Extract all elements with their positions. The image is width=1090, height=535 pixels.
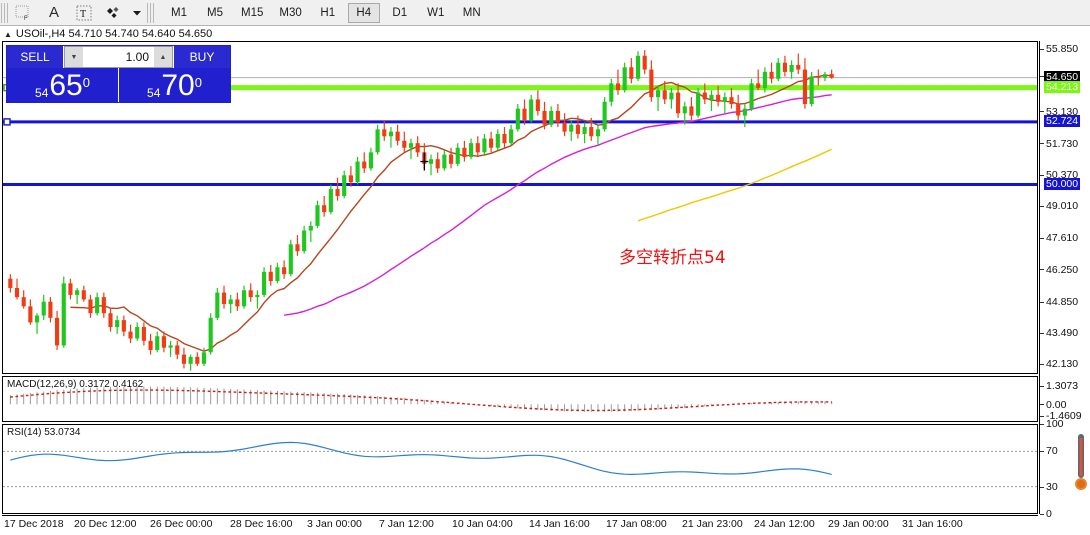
- toolbar: F A T M1 M5 M15 M30 H1 H4 D1 W1 MN: [0, 0, 1090, 26]
- timeframe-h1[interactable]: H1: [320, 6, 336, 19]
- timeframe-d1[interactable]: D1: [392, 6, 408, 19]
- price-tick: 49.010: [1040, 200, 1078, 212]
- volume-increment-icon[interactable]: ▲: [154, 47, 172, 67]
- toolbar-separator: [147, 2, 155, 23]
- price-chart-svg: [3, 50, 1037, 371]
- time-tick-label: 28 Dec 16:00: [230, 518, 293, 530]
- time-tick-label: 17 Jan 08:00: [606, 518, 667, 530]
- trade-panel-prices: 54 65 0 54 70 0: [7, 68, 230, 102]
- timeframe-w1[interactable]: W1: [427, 6, 445, 19]
- objects-icon[interactable]: [100, 2, 128, 24]
- macd-indicator-pane[interactable]: MACD(12,26,9) 0.3172 0.4162: [2, 376, 1038, 422]
- price-tick: 46.250: [1040, 264, 1078, 276]
- symbol-quote-text: USOil-,H4 54.710 54.740 54.640 54.650: [15, 28, 213, 40]
- timeframe-m1[interactable]: M1: [171, 6, 187, 19]
- one-click-trading-panel[interactable]: SELL ▼ 1.00 ▲ BUY 54 65 0 54 70 0: [6, 45, 231, 103]
- text-box-icon[interactable]: T: [70, 2, 98, 24]
- macd-label: MACD(12,26,9) 0.3172 0.4162: [7, 379, 144, 390]
- macd-tick: 0.00: [1040, 399, 1066, 411]
- price-tick: 53.130: [1040, 106, 1078, 118]
- crosshair-icon[interactable]: F: [10, 2, 38, 24]
- sell-price-main: 65: [49, 69, 83, 102]
- buy-price-fraction: 0: [194, 75, 202, 90]
- buy-price-leading: 54: [147, 86, 161, 100]
- current-price-badge[interactable]: 54.650: [1044, 70, 1081, 83]
- macd-chart-svg: [9, 386, 833, 412]
- volume-stepper[interactable]: ▼ 1.00 ▲: [64, 46, 173, 68]
- time-tick-label: 21 Jan 23:00: [682, 518, 743, 530]
- sell-price-leading: 54: [35, 86, 49, 100]
- time-tick-label: 7 Jan 12:00: [379, 518, 434, 530]
- volume-decrement-icon[interactable]: ▼: [65, 47, 83, 67]
- macd-tick: -1.4609: [1040, 410, 1082, 422]
- timeframe-group: M1 M5 M15 M30 H1 H4 D1 W1 MN: [161, 2, 490, 23]
- trade-panel-top-row: SELL ▼ 1.00 ▲ BUY: [7, 46, 230, 68]
- thermometer-icon: [1074, 432, 1088, 494]
- timeframe-m15[interactable]: M15: [241, 6, 264, 19]
- buy-price-display[interactable]: 54 70 0: [118, 68, 230, 102]
- blue-level-badge-1[interactable]: 52.724: [1044, 114, 1081, 127]
- time-tick-label: 24 Jan 12:00: [754, 518, 815, 530]
- green-level-badge[interactable]: 54.213: [1044, 80, 1081, 93]
- time-tick-label: 29 Jan 00:00: [828, 518, 889, 530]
- symbol-info-bar: ▲ USOil-,H4 54.710 54.740 54.640 54.650: [0, 27, 1090, 41]
- timeframe-mn[interactable]: MN: [462, 6, 481, 19]
- time-tick-label: 3 Jan 00:00: [307, 518, 362, 530]
- macd-tick: 1.3073: [1040, 380, 1078, 392]
- price-tick: 55.850: [1040, 43, 1078, 55]
- price-tick: 47.610: [1040, 232, 1078, 244]
- sell-price-display[interactable]: 54 65 0: [7, 68, 118, 102]
- time-tick-label: 14 Jan 16:00: [529, 518, 590, 530]
- timeframe-h4[interactable]: H4: [347, 2, 380, 23]
- text-label-icon[interactable]: A: [48, 4, 59, 21]
- sell-price-fraction: 0: [82, 75, 90, 90]
- timeframe-m30[interactable]: M30: [279, 6, 302, 19]
- chart-annotation-text: 多空转折点54: [619, 248, 726, 268]
- time-tick-label: 20 Dec 12:00: [74, 518, 137, 530]
- collapse-triangle-icon[interactable]: ▲: [4, 29, 12, 39]
- sell-button[interactable]: SELL: [7, 46, 63, 68]
- time-tick-label: 10 Jan 04:00: [452, 518, 513, 530]
- chevron-down-icon[interactable]: [130, 2, 144, 24]
- rsi-chart-svg: [3, 441, 1037, 488]
- buy-button[interactable]: BUY: [174, 46, 230, 68]
- price-tick: 42.130: [1040, 358, 1078, 370]
- time-tick-label: 17 Dec 2018: [4, 518, 64, 530]
- rsi-tick: 100: [1040, 418, 1064, 430]
- rsi-tick: 0: [1040, 508, 1052, 520]
- price-tick: 43.490: [1040, 327, 1078, 339]
- rsi-indicator-pane[interactable]: RSI(14) 53.0734: [2, 424, 1038, 514]
- time-tick-label: 26 Dec 00:00: [150, 518, 213, 530]
- svg-text:T: T: [80, 9, 86, 20]
- price-tick: 44.850: [1040, 296, 1078, 308]
- toolbar-grip[interactable]: [1, 2, 9, 23]
- svg-text:F: F: [24, 16, 28, 21]
- time-scale[interactable]: 17 Dec 2018 20 Dec 12:00 26 Dec 00:00 28 De…: [2, 515, 1038, 533]
- price-tick: 51.730: [1040, 138, 1078, 150]
- timeframe-m5[interactable]: M5: [207, 6, 223, 19]
- time-tick-label: 31 Jan 16:00: [902, 518, 963, 530]
- volume-input[interactable]: 1.00: [125, 50, 149, 64]
- rsi-tick: 70: [1040, 445, 1058, 457]
- buy-price-main: 70: [161, 69, 195, 102]
- rsi-label: RSI(14) 53.0734: [7, 427, 81, 438]
- rsi-tick: 30: [1040, 481, 1058, 493]
- blue-level-badge-2[interactable]: 50.000: [1044, 177, 1081, 190]
